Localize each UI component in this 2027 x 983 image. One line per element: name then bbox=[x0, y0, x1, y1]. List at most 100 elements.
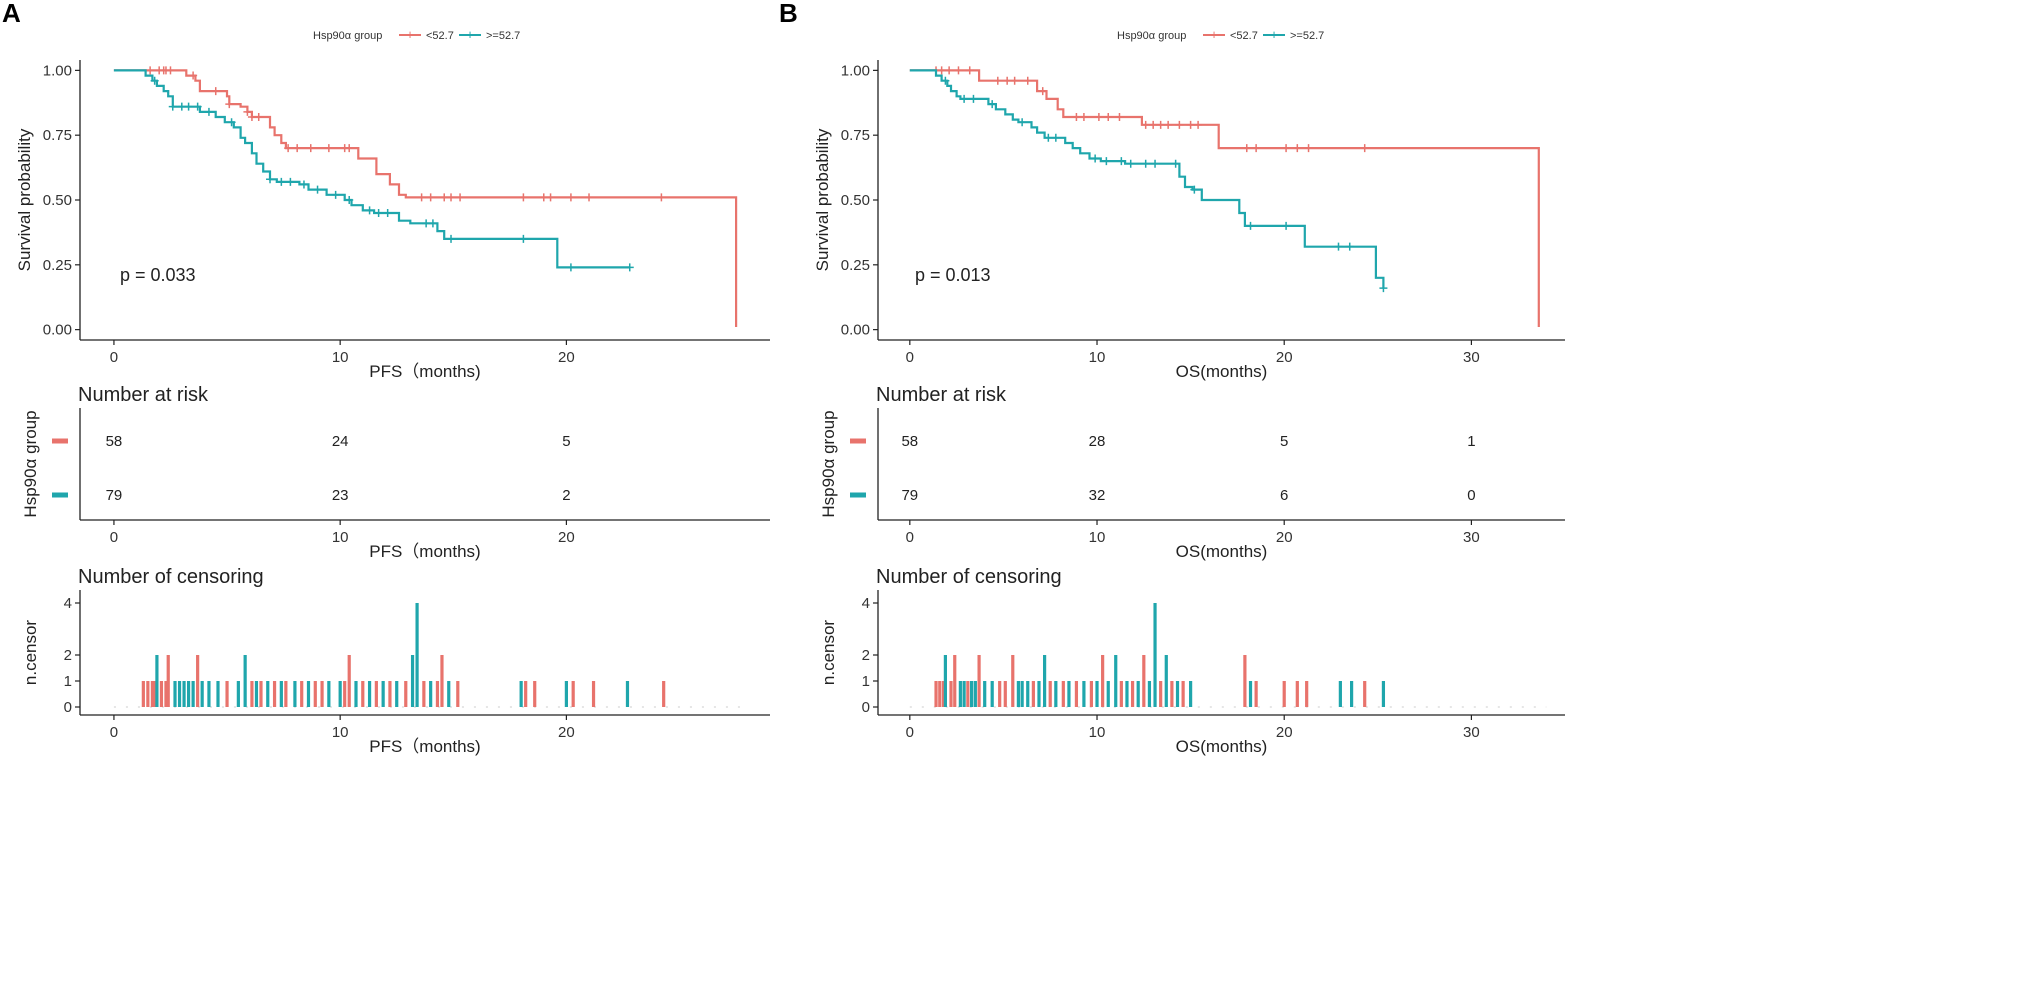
km-series-high bbox=[113, 69, 634, 272]
censor-mark bbox=[299, 180, 308, 189]
censor-mark bbox=[1151, 159, 1160, 168]
km-curve bbox=[113, 69, 630, 269]
censor-bar bbox=[306, 681, 311, 707]
censor-bar bbox=[1003, 681, 1007, 707]
censor-mark bbox=[1194, 120, 1203, 129]
censor-bar bbox=[216, 681, 220, 707]
censor-bar bbox=[533, 681, 537, 707]
censor-bar bbox=[1189, 681, 1193, 707]
censor-plot-title: Number of censoring bbox=[876, 566, 1062, 588]
censor-mark bbox=[166, 66, 175, 75]
risk-x-tick-label: 20 bbox=[1276, 529, 1293, 546]
censor-bar bbox=[949, 681, 953, 707]
censor-mark bbox=[1252, 144, 1261, 153]
censor-mark bbox=[254, 113, 263, 122]
censor-bar bbox=[422, 681, 426, 707]
x-tick-label: 20 bbox=[1276, 349, 1293, 366]
censor-mark bbox=[1164, 120, 1173, 129]
censor-y-axis-title: n.censor bbox=[21, 620, 40, 686]
censor-bar bbox=[1011, 655, 1015, 707]
censor-mark bbox=[1293, 144, 1302, 153]
censor-bar bbox=[150, 681, 154, 707]
censor-bar bbox=[177, 681, 182, 707]
censor-bar bbox=[254, 681, 259, 707]
censor-bar bbox=[1089, 681, 1094, 707]
censor-bar bbox=[983, 681, 987, 707]
censor-bar bbox=[998, 681, 1002, 707]
risk-count: 1 bbox=[1467, 433, 1475, 450]
censor-bar bbox=[1248, 681, 1253, 707]
censor-bar bbox=[564, 681, 568, 707]
censor-y-tick-label: 1 bbox=[64, 673, 72, 690]
censor-mark bbox=[422, 219, 431, 228]
censor-mark bbox=[243, 107, 252, 116]
y-tick-label: 0.00 bbox=[43, 322, 72, 339]
y-tick-label: 0.75 bbox=[43, 127, 72, 144]
censor-bar bbox=[1338, 681, 1342, 707]
censor-mark bbox=[1072, 113, 1081, 122]
censor-bar bbox=[662, 681, 666, 707]
censor-bar bbox=[1020, 681, 1024, 707]
censor-mark bbox=[1379, 284, 1388, 293]
censor-mark bbox=[941, 76, 950, 85]
x-tick-label: 30 bbox=[1463, 349, 1480, 366]
risk-count: 58 bbox=[901, 433, 918, 450]
censor-bar bbox=[943, 655, 947, 707]
censor-bar bbox=[1142, 655, 1146, 707]
risk-count: 24 bbox=[332, 433, 349, 450]
censor-mark bbox=[657, 193, 666, 202]
censor-mark bbox=[189, 71, 198, 80]
censor-bar bbox=[1043, 655, 1047, 707]
censor-mark bbox=[1141, 159, 1150, 168]
censor-bar bbox=[415, 603, 419, 707]
censor-mark bbox=[168, 102, 177, 111]
censor-mark bbox=[1282, 144, 1291, 153]
panel-letter: B bbox=[779, 0, 798, 28]
censor-mark bbox=[1094, 113, 1103, 122]
x-axis-title: OS(months) bbox=[1176, 362, 1268, 381]
censor-mark bbox=[1115, 113, 1124, 122]
censor-mark bbox=[177, 102, 186, 111]
censor-bar bbox=[1381, 681, 1386, 707]
risk-table: Number at risk 58 28 5 1 79 32 6 0 0 10 20 30 OS(mont… bbox=[819, 384, 1565, 561]
censor-bar bbox=[388, 681, 392, 707]
p-value: p = 0.013 bbox=[915, 265, 991, 285]
censor-bar bbox=[347, 655, 351, 707]
censor-x-tick-label: 10 bbox=[332, 724, 349, 741]
censor-bar bbox=[284, 681, 288, 707]
censor-mark bbox=[193, 102, 202, 111]
censor-bar bbox=[447, 681, 451, 707]
censor-y-tick-label: 1 bbox=[862, 673, 870, 690]
legend-key-plus: + bbox=[466, 27, 474, 42]
x-tick-label: 0 bbox=[906, 349, 914, 366]
censor-mark bbox=[988, 100, 997, 109]
censor-bar bbox=[327, 681, 331, 707]
censor-mark bbox=[1126, 159, 1135, 168]
censor-mark bbox=[1242, 144, 1251, 153]
censor-bar bbox=[1048, 681, 1052, 707]
risk-table-title: Number at risk bbox=[78, 384, 209, 406]
risk-count: 28 bbox=[1089, 433, 1106, 450]
censor-bar bbox=[173, 681, 177, 707]
censor-mark bbox=[969, 94, 978, 103]
censor-mark bbox=[447, 193, 456, 202]
censor-mark bbox=[539, 193, 548, 202]
censor-y-tick-label: 0 bbox=[64, 699, 72, 716]
censor-bar bbox=[225, 681, 229, 707]
censor-mark bbox=[284, 144, 293, 153]
censor-bar bbox=[1061, 681, 1065, 707]
censor-mark bbox=[1102, 157, 1111, 166]
censor-bar bbox=[429, 681, 433, 707]
y-axis-title: Survival probability bbox=[813, 128, 832, 271]
censor-bar bbox=[410, 655, 415, 707]
censor-bar bbox=[1016, 681, 1020, 707]
censor-bar bbox=[354, 681, 358, 707]
censor-bar bbox=[293, 681, 297, 707]
censor-mark bbox=[1156, 120, 1165, 129]
censor-mark bbox=[1345, 242, 1354, 251]
censor-mark bbox=[1141, 120, 1150, 129]
censor-bar bbox=[1175, 681, 1180, 707]
censor-bar bbox=[571, 681, 575, 707]
censor-bar bbox=[1363, 681, 1367, 707]
censor-bar bbox=[196, 655, 200, 707]
